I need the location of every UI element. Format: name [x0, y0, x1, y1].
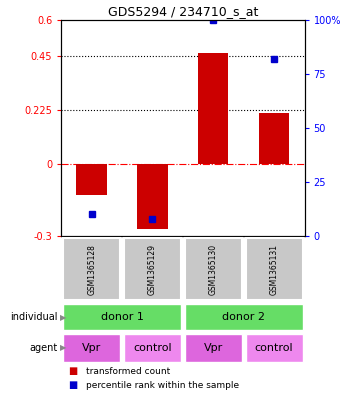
FancyBboxPatch shape — [124, 239, 181, 300]
Bar — [137, 164, 168, 229]
Text: donor 1: donor 1 — [101, 312, 144, 322]
FancyBboxPatch shape — [185, 239, 242, 300]
Text: GSM1365131: GSM1365131 — [270, 244, 279, 295]
Text: ▶: ▶ — [60, 313, 66, 322]
Text: transformed count: transformed count — [86, 367, 170, 376]
FancyBboxPatch shape — [124, 334, 181, 362]
Bar — [259, 113, 289, 164]
Text: donor 2: donor 2 — [222, 312, 265, 322]
Text: agent: agent — [29, 343, 58, 353]
FancyBboxPatch shape — [63, 239, 120, 300]
Text: Vpr: Vpr — [82, 343, 101, 353]
Bar — [198, 53, 229, 164]
Text: percentile rank within the sample: percentile rank within the sample — [86, 381, 239, 389]
Text: control: control — [255, 343, 293, 353]
FancyBboxPatch shape — [63, 334, 120, 362]
FancyBboxPatch shape — [185, 304, 303, 330]
Text: ■: ■ — [68, 380, 77, 390]
FancyBboxPatch shape — [245, 239, 303, 300]
FancyBboxPatch shape — [185, 334, 242, 362]
Text: ▶: ▶ — [60, 343, 66, 352]
Text: GSM1365129: GSM1365129 — [148, 244, 157, 295]
Text: control: control — [133, 343, 172, 353]
FancyBboxPatch shape — [245, 334, 303, 362]
Bar — [76, 164, 107, 195]
Text: GSM1365128: GSM1365128 — [87, 244, 96, 295]
Text: ■: ■ — [68, 366, 77, 376]
FancyBboxPatch shape — [63, 304, 181, 330]
Text: Vpr: Vpr — [204, 343, 223, 353]
Text: individual: individual — [10, 312, 58, 322]
Title: GDS5294 / 234710_s_at: GDS5294 / 234710_s_at — [108, 6, 258, 18]
Text: GSM1365130: GSM1365130 — [209, 244, 218, 295]
